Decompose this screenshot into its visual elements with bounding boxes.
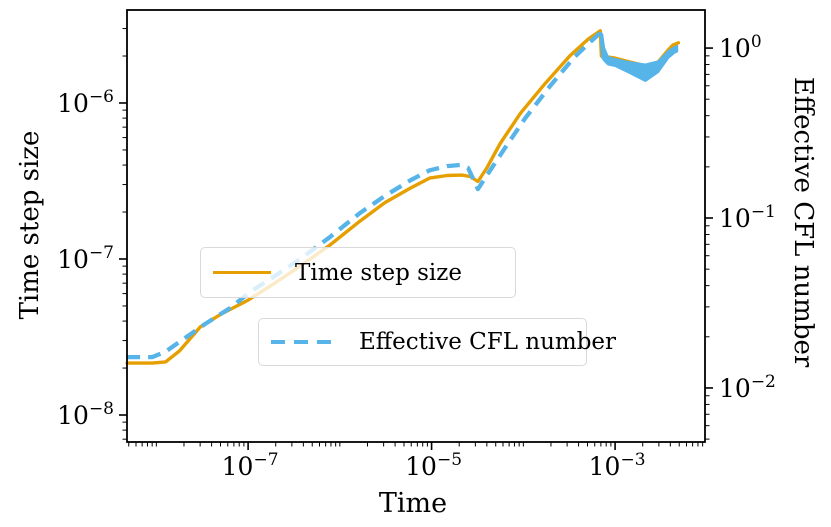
effective-cfl-line [127, 30, 603, 360]
x-axis-tick-label: 10−7 [222, 450, 279, 481]
y-left-tick-label: 10−7 [57, 243, 114, 274]
x-axis-ticks: 10−7 10−5 10−3 [128, 442, 704, 481]
legend-label: Effective CFL number [359, 329, 617, 355]
effective-cfl-band [600, 31, 679, 82]
legend-line-sample-solid [213, 270, 271, 275]
y-right-tick-label: 10−1 [719, 202, 776, 233]
legend-label: Time step size [295, 259, 463, 286]
y-axis-label-right: Effective CFL number [788, 76, 818, 368]
legend-time-step-size: Time step size [200, 247, 516, 298]
y-left-tick-label: 10−6 [57, 87, 114, 118]
legend-effective-cfl-number: Effective CFL number [258, 318, 616, 366]
y-axis-left-ticks: 10−6 10−7 10−8 [57, 28, 127, 440]
x-axis-label: Time [378, 488, 448, 519]
x-axis-tick-label: 10−3 [589, 450, 646, 481]
y-right-tick-label: 100 [719, 32, 762, 63]
legend-line-sample-dashed [271, 339, 335, 345]
data-series [125, 29, 681, 365]
y-right-tick-label: 10−2 [719, 372, 776, 403]
y-axis-label-left: Time step size [15, 130, 45, 320]
y-axis-right-ticks: 100 10−1 10−2 [705, 32, 776, 440]
y-left-tick-label: 10−8 [57, 399, 114, 430]
time-step-size-line [125, 29, 681, 365]
plot-spines [126, 9, 706, 443]
x-axis-tick-label: 10−5 [405, 450, 462, 481]
